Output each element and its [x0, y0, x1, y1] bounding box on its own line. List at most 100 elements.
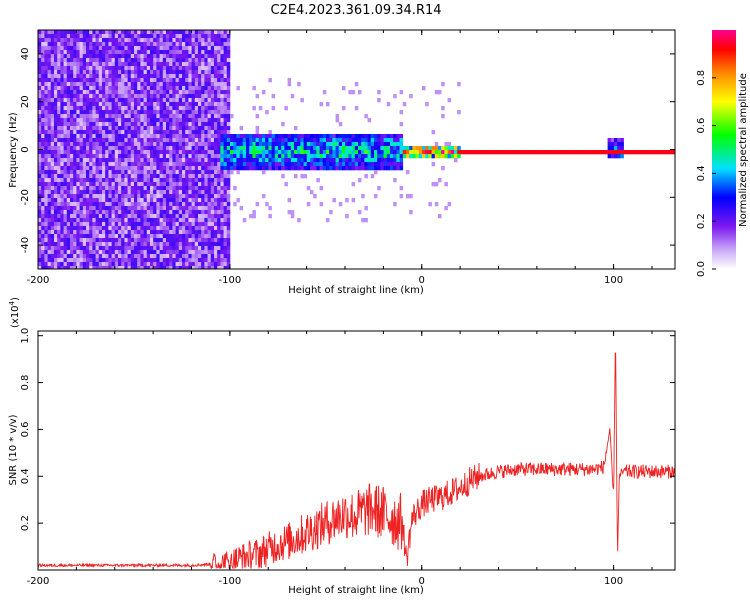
spectrogram-cell — [82, 142, 87, 147]
spectrogram-cell — [63, 50, 68, 55]
spectrogram-cell — [70, 266, 74, 269]
spectrogram-cell — [156, 250, 160, 255]
spectrogram-cell — [198, 150, 202, 155]
spectrogram-cell — [207, 38, 212, 43]
spectrogram-cell — [182, 210, 186, 215]
y-tick-label: 1.0 — [20, 328, 31, 344]
spectrogram-cell — [73, 150, 77, 155]
spectrogram-cell — [86, 210, 90, 215]
spectrogram-cell — [70, 78, 74, 83]
spectrogram-cell — [207, 130, 212, 135]
spectrogram-cell — [102, 106, 106, 111]
spectrogram-cell — [121, 114, 125, 119]
spectrogram-cell — [252, 214, 256, 219]
spectrogram-cell — [207, 134, 212, 139]
spectrogram-cell — [191, 174, 196, 179]
spectrogram-cell — [166, 154, 170, 159]
spectrogram-cell — [95, 254, 100, 259]
spectrogram-cell — [409, 94, 413, 99]
spectrogram-cell — [214, 198, 218, 203]
spectrogram-cell — [166, 126, 170, 131]
spectrogram-cell — [66, 54, 71, 59]
spectrogram-cell — [220, 142, 224, 147]
spectrogram-cell — [143, 46, 148, 51]
spectrogram-cell — [162, 198, 167, 203]
spectrogram-cell — [150, 186, 154, 191]
spectrogram-cell — [153, 242, 157, 247]
spectrogram-cell — [284, 146, 288, 151]
spectrogram-cell — [82, 42, 87, 47]
spectrogram-cell — [140, 206, 144, 211]
spectrogram-cell — [431, 154, 436, 159]
spectrogram-cell — [50, 34, 55, 39]
spectrogram-cell — [374, 142, 378, 147]
spectrogram-cell — [127, 142, 132, 147]
spectrogram-cell — [172, 86, 176, 91]
spectrogram-cell — [134, 230, 138, 235]
spectrogram-cell — [156, 234, 160, 239]
spectrogram-cell — [182, 62, 186, 67]
spectrogram-cell — [358, 166, 362, 171]
spectrogram-cell — [60, 46, 64, 51]
spectrogram-cell — [47, 74, 52, 79]
spectrogram-cell — [143, 154, 148, 159]
spectrogram-cell — [201, 246, 205, 251]
spectrogram-cell — [348, 138, 352, 143]
spectrogram-cell — [169, 266, 173, 269]
spectrogram-cell — [153, 214, 157, 219]
spectrogram-cell — [124, 38, 128, 43]
spectrogram-cell — [386, 146, 391, 151]
spectrogram-cell — [130, 238, 135, 243]
spectrogram-cell — [143, 86, 148, 91]
spectrogram-cell — [66, 238, 71, 243]
spectrogram-cell — [82, 226, 87, 231]
spectrogram-cell — [57, 154, 61, 159]
spectrogram-cell — [166, 54, 170, 59]
spectrogram-cell — [38, 42, 42, 47]
spectrogram-cell — [95, 202, 100, 207]
spectrogram-cell — [258, 150, 263, 155]
spectrogram-cell — [226, 74, 231, 79]
spectrogram-cell — [92, 218, 96, 223]
spectrogram-cell — [204, 262, 208, 267]
spectrogram-cell — [118, 150, 122, 155]
spectrogram-cell — [188, 190, 192, 195]
spectrogram-cell — [194, 266, 199, 269]
spectrogram-cell — [239, 138, 244, 143]
spectrogram-cell — [143, 106, 148, 111]
spectrogram-cell — [188, 130, 192, 135]
spectrogram-cell — [204, 254, 208, 259]
spectrogram-cell — [610, 150, 615, 155]
spectrogram-cell — [329, 138, 333, 143]
spectrogram-cell — [156, 86, 160, 91]
spectrogram-cell — [50, 50, 55, 55]
spectrogram-cell — [130, 266, 135, 269]
spectrogram-cell — [38, 158, 42, 163]
spectrogram-cell — [70, 206, 74, 211]
spectrogram-cell — [175, 262, 180, 267]
spectrogram-cell — [76, 30, 80, 35]
spectrogram-cell — [226, 178, 231, 183]
spectrogram-cell — [169, 42, 173, 47]
spectrogram-cell — [134, 154, 138, 159]
spectrogram-cell — [66, 122, 71, 127]
spectrogram-cell — [358, 146, 362, 151]
spectrogram-cell — [466, 150, 471, 155]
spectrogram-cell — [146, 78, 151, 83]
spectrogram-cell — [44, 214, 48, 219]
spectrogram-cell — [118, 138, 122, 143]
spectrogram-cell — [198, 246, 202, 251]
spectrogram-cell — [111, 166, 116, 171]
spectrogram-cell — [188, 106, 192, 111]
spectrogram-cell — [214, 210, 218, 215]
spectrogram-cell — [422, 146, 426, 151]
spectrogram-cell — [105, 54, 109, 59]
spectrogram-cell — [50, 126, 55, 131]
spectrogram-cell — [140, 90, 144, 95]
spectrogram-cell — [86, 58, 90, 63]
spectrogram-cell — [198, 250, 202, 255]
spectrogram-cell — [54, 266, 58, 269]
spectrogram-cell — [182, 58, 186, 63]
spectrogram-cell — [210, 218, 215, 223]
spectrogram-cell — [38, 138, 42, 143]
